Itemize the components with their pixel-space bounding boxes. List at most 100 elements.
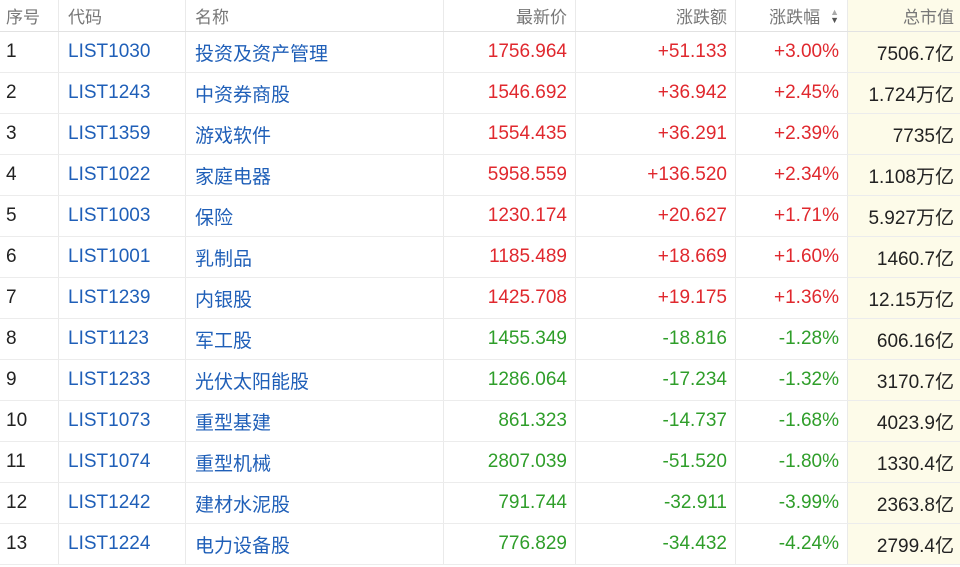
table-row[interactable]: 10 LIST1073 重型基建 861.323 -14.737 -1.68% 4023.9…	[0, 401, 960, 442]
row-change: +36.291	[576, 114, 736, 154]
row-change-pct: +3.00%	[736, 32, 848, 72]
row-name-link[interactable]: 建材水泥股	[186, 483, 444, 523]
row-market-cap: 2799.4亿	[848, 524, 960, 564]
row-change-pct: -4.24%	[736, 524, 848, 564]
table-row[interactable]: 11 LIST1074 重型机械 2807.039 -51.520 -1.80% 1330.…	[0, 442, 960, 483]
row-change: -17.234	[576, 360, 736, 400]
row-name-link[interactable]: 中资券商股	[186, 73, 444, 113]
row-name-link[interactable]: 游戏软件	[186, 114, 444, 154]
row-price: 1455.349	[444, 319, 576, 359]
table-row[interactable]: 4 LIST1022 家庭电器 5958.559 +136.520 +2.34% 1.108…	[0, 155, 960, 196]
header-code[interactable]: 代码	[59, 0, 186, 31]
row-change-pct: +2.34%	[736, 155, 848, 195]
row-change-pct: +1.36%	[736, 278, 848, 318]
row-market-cap: 5.927万亿	[848, 196, 960, 236]
row-code-link[interactable]: LIST1243	[59, 73, 186, 113]
row-code-link[interactable]: LIST1001	[59, 237, 186, 277]
row-change: -51.520	[576, 442, 736, 482]
row-change-pct: +2.45%	[736, 73, 848, 113]
row-code-link[interactable]: LIST1239	[59, 278, 186, 318]
row-index: 6	[0, 237, 59, 277]
row-change: -32.911	[576, 483, 736, 523]
row-name-link[interactable]: 重型机械	[186, 442, 444, 482]
row-name-link[interactable]: 内银股	[186, 278, 444, 318]
row-change: -34.432	[576, 524, 736, 564]
row-market-cap: 7506.7亿	[848, 32, 960, 72]
row-name-link[interactable]: 重型基建	[186, 401, 444, 441]
row-change: +19.175	[576, 278, 736, 318]
row-market-cap: 606.16亿	[848, 319, 960, 359]
table-row[interactable]: 8 LIST1123 军工股 1455.349 -18.816 -1.28% 606.16亿	[0, 319, 960, 360]
row-code-link[interactable]: LIST1003	[59, 196, 186, 236]
row-market-cap: 7735亿	[848, 114, 960, 154]
row-name-link[interactable]: 投资及资产管理	[186, 32, 444, 72]
table-row[interactable]: 6 LIST1001 乳制品 1185.489 +18.669 +1.60% 1460.7亿	[0, 237, 960, 278]
row-change: -18.816	[576, 319, 736, 359]
row-change: +18.669	[576, 237, 736, 277]
row-change: +20.627	[576, 196, 736, 236]
row-change-pct: -1.80%	[736, 442, 848, 482]
row-price: 1554.435	[444, 114, 576, 154]
row-market-cap: 1330.4亿	[848, 442, 960, 482]
row-price: 1756.964	[444, 32, 576, 72]
row-change-pct: -1.28%	[736, 319, 848, 359]
row-code-link[interactable]: LIST1123	[59, 319, 186, 359]
table-header: 序号 代码 名称 最新价 涨跌额 涨跌幅 ▲ ▼ 总市值	[0, 0, 960, 32]
table-row[interactable]: 13 LIST1224 电力设备股 776.829 -34.432 -4.24% 2799.…	[0, 524, 960, 565]
row-name-link[interactable]: 家庭电器	[186, 155, 444, 195]
row-price: 1230.174	[444, 196, 576, 236]
header-price[interactable]: 最新价	[444, 0, 576, 31]
table-row[interactable]: 7 LIST1239 内银股 1425.708 +19.175 +1.36% 12.15万亿	[0, 278, 960, 319]
row-code-link[interactable]: LIST1359	[59, 114, 186, 154]
table-row[interactable]: 1 LIST1030 投资及资产管理 1756.964 +51.133 +3.00% 750…	[0, 32, 960, 73]
row-code-link[interactable]: LIST1030	[59, 32, 186, 72]
table-row[interactable]: 12 LIST1242 建材水泥股 791.744 -32.911 -3.99% 2363.…	[0, 483, 960, 524]
row-change: +36.942	[576, 73, 736, 113]
table-row[interactable]: 5 LIST1003 保险 1230.174 +20.627 +1.71% 5.927万亿	[0, 196, 960, 237]
row-code-link[interactable]: LIST1233	[59, 360, 186, 400]
row-price: 791.744	[444, 483, 576, 523]
row-market-cap: 1.108万亿	[848, 155, 960, 195]
row-name-link[interactable]: 电力设备股	[186, 524, 444, 564]
row-name-link[interactable]: 军工股	[186, 319, 444, 359]
row-code-link[interactable]: LIST1022	[59, 155, 186, 195]
row-index: 3	[0, 114, 59, 154]
row-price: 1286.064	[444, 360, 576, 400]
table-row[interactable]: 9 LIST1233 光伏太阳能股 1286.064 -17.234 -1.32% 3170…	[0, 360, 960, 401]
row-name-link[interactable]: 光伏太阳能股	[186, 360, 444, 400]
row-change-pct: +1.71%	[736, 196, 848, 236]
table-row[interactable]: 3 LIST1359 游戏软件 1554.435 +36.291 +2.39% 7735亿	[0, 114, 960, 155]
row-price: 1425.708	[444, 278, 576, 318]
row-code-link[interactable]: LIST1224	[59, 524, 186, 564]
header-index: 序号	[0, 0, 59, 31]
row-index: 10	[0, 401, 59, 441]
row-market-cap: 12.15万亿	[848, 278, 960, 318]
table-row[interactable]: 2 LIST1243 中资券商股 1546.692 +36.942 +2.45% 1.724…	[0, 73, 960, 114]
row-market-cap: 1460.7亿	[848, 237, 960, 277]
row-change-pct: +1.60%	[736, 237, 848, 277]
row-index: 13	[0, 524, 59, 564]
row-name-link[interactable]: 保险	[186, 196, 444, 236]
row-code-link[interactable]: LIST1242	[59, 483, 186, 523]
header-change[interactable]: 涨跌额	[576, 0, 736, 31]
row-code-link[interactable]: LIST1074	[59, 442, 186, 482]
header-change-pct[interactable]: 涨跌幅 ▲ ▼	[736, 0, 848, 31]
row-index: 1	[0, 32, 59, 72]
row-name-link[interactable]: 乳制品	[186, 237, 444, 277]
row-price: 1546.692	[444, 73, 576, 113]
row-index: 4	[0, 155, 59, 195]
row-change: +51.133	[576, 32, 736, 72]
row-change-pct: -1.68%	[736, 401, 848, 441]
row-code-link[interactable]: LIST1073	[59, 401, 186, 441]
row-change-pct: +2.39%	[736, 114, 848, 154]
sort-arrows-icon[interactable]: ▲ ▼	[830, 6, 839, 25]
row-index: 5	[0, 196, 59, 236]
header-change-pct-label: 涨跌幅	[769, 8, 821, 27]
header-name[interactable]: 名称	[186, 0, 444, 31]
header-market-cap[interactable]: 总市值	[848, 0, 960, 31]
row-index: 9	[0, 360, 59, 400]
row-market-cap: 2363.8亿	[848, 483, 960, 523]
row-price: 776.829	[444, 524, 576, 564]
row-index: 8	[0, 319, 59, 359]
